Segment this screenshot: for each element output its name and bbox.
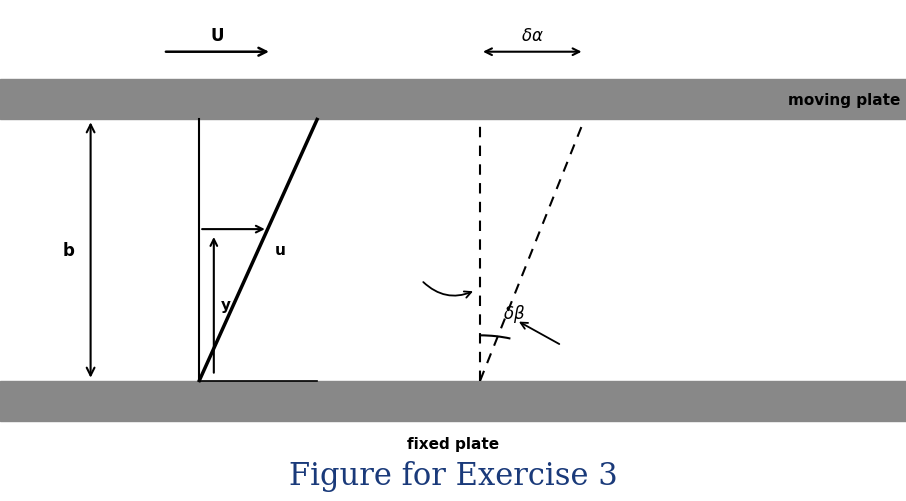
Text: b: b — [63, 241, 74, 260]
Text: moving plate: moving plate — [788, 93, 901, 108]
Text: $\delta\alpha$: $\delta\alpha$ — [521, 27, 544, 45]
Text: y: y — [221, 298, 231, 313]
Text: u: u — [275, 242, 285, 257]
Bar — [0, 120, 906, 381]
Text: $\delta\beta$: $\delta\beta$ — [503, 303, 525, 324]
Text: U: U — [211, 27, 224, 45]
Text: fixed plate: fixed plate — [407, 436, 499, 451]
Text: Figure for Exercise 3: Figure for Exercise 3 — [289, 460, 617, 491]
Bar — [0, 80, 906, 120]
Bar — [0, 381, 906, 421]
